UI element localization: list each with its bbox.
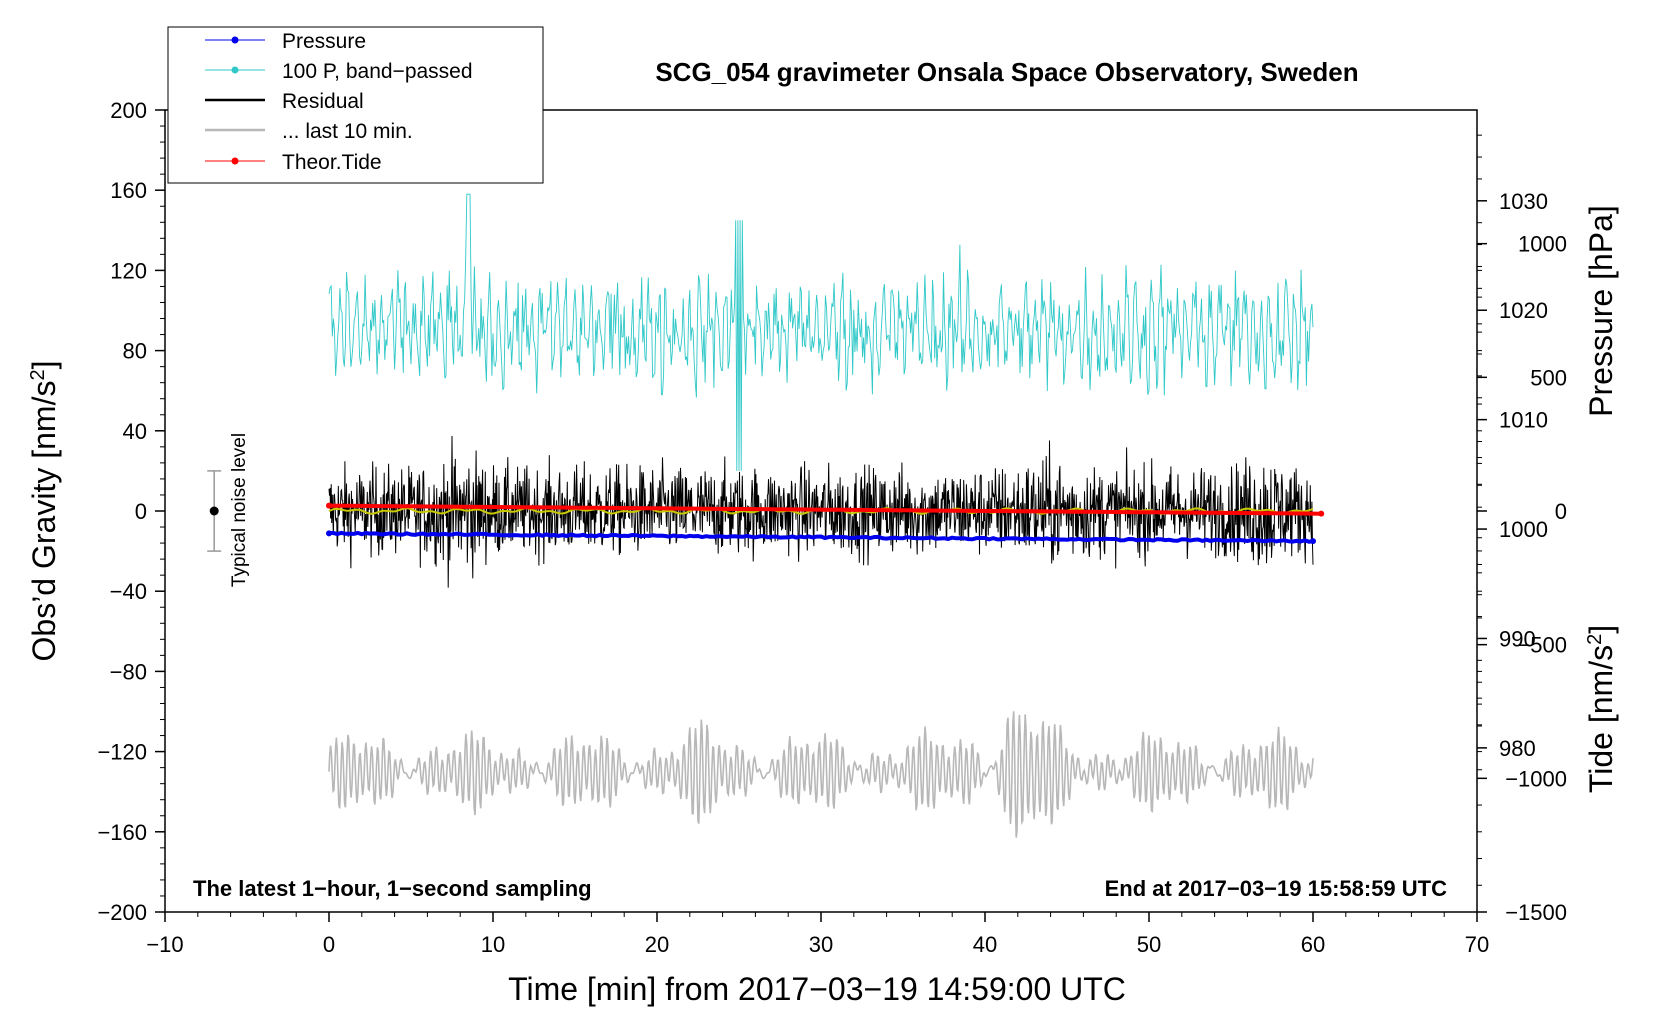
pressure-tick-label: 1010 bbox=[1499, 408, 1548, 433]
tide-axis-title: Tide [nm/s2] bbox=[1583, 625, 1619, 793]
x-tick-label: −10 bbox=[146, 932, 183, 957]
pressure-start-point bbox=[326, 530, 332, 537]
end-time-note: End at 2017−03−19 15:58:59 UTC bbox=[1105, 876, 1448, 901]
y-tick-label: −80 bbox=[110, 659, 147, 684]
legend-label-last-10-min: ... last 10 min. bbox=[282, 120, 413, 143]
legend-label-tide: Theor.Tide bbox=[282, 151, 382, 174]
tide-line bbox=[328, 503, 1322, 516]
series-residual bbox=[328, 435, 1314, 588]
chart-title: SCG_054 gravimeter Onsala Space Observat… bbox=[655, 57, 1358, 87]
tide-start-point bbox=[326, 502, 332, 509]
last-10-min-line bbox=[328, 711, 1314, 838]
x-tick-label: 40 bbox=[973, 932, 997, 957]
series-band-passed-pressure bbox=[328, 193, 1314, 471]
tide-tick-label: −1000 bbox=[1505, 766, 1567, 791]
pressure-end-point bbox=[1310, 538, 1316, 545]
y-tick-label: −200 bbox=[97, 900, 147, 925]
legend-marker-tide bbox=[231, 157, 239, 165]
pressure-tick-label: 1020 bbox=[1499, 298, 1548, 323]
noise-bar-center bbox=[209, 506, 219, 516]
series-theoretical-tide bbox=[326, 502, 1325, 517]
x-axis-ticks: −10 0 10 20 30 40 50 60 70 bbox=[146, 912, 1489, 957]
x-axis-title: Time [min] from 2017−03−19 14:59:00 UTC bbox=[508, 971, 1126, 1007]
tide-tick-label: 1000 bbox=[1518, 232, 1567, 257]
legend: Pressure 100 P, band−passed Residual ...… bbox=[167, 26, 544, 184]
pressure-axis-ticks: 980 990 1000 1010 1020 1030 bbox=[1477, 134, 1548, 771]
series-last-10-min bbox=[328, 711, 1314, 838]
sampling-note: The latest 1−hour, 1−second sampling bbox=[193, 876, 592, 901]
legend-label-residual: Residual bbox=[282, 90, 364, 113]
y-tick-label: −160 bbox=[97, 820, 147, 845]
y-axis-ticks: −200 −160 −120 −80 −40 0 40 80 120 160 200 bbox=[97, 98, 165, 925]
band-passed-pressure-line bbox=[328, 193, 1314, 471]
pressure-tick-label: 1000 bbox=[1499, 517, 1548, 542]
tide-end-point bbox=[1318, 510, 1325, 517]
y-tick-label: 160 bbox=[110, 178, 147, 203]
pressure-tick-label: 990 bbox=[1499, 626, 1536, 651]
y-tick-label: −40 bbox=[110, 579, 147, 604]
y-tick-label: 80 bbox=[123, 339, 147, 364]
tide-axis-ticks: −1500 −1000 −500 0 500 1000 bbox=[1477, 232, 1567, 925]
residual-line bbox=[328, 435, 1314, 588]
x-tick-label: 0 bbox=[323, 932, 335, 957]
x-tick-label: 20 bbox=[645, 932, 669, 957]
noise-level-label: Typical noise level bbox=[229, 433, 250, 587]
noise-level-bar bbox=[207, 470, 222, 552]
pressure-tick-label: 980 bbox=[1499, 736, 1536, 761]
series-pressure bbox=[326, 530, 1316, 545]
y-axis-title: Obs’d Gravity [nm/s2] bbox=[26, 361, 62, 662]
legend-marker-band-passed bbox=[231, 66, 239, 74]
pressure-tick-label: 1030 bbox=[1499, 189, 1548, 214]
y-tick-label: 200 bbox=[110, 98, 147, 123]
tide-tick-label: 500 bbox=[1530, 365, 1567, 390]
x-tick-label: 70 bbox=[1465, 932, 1489, 957]
y-tick-label: −120 bbox=[97, 740, 147, 765]
legend-label-pressure: Pressure bbox=[282, 30, 366, 53]
tide-tick-label: −500 bbox=[1517, 633, 1567, 658]
legend-marker-pressure bbox=[231, 36, 239, 44]
legend-box bbox=[167, 26, 544, 184]
y-tick-label: 40 bbox=[123, 419, 147, 444]
x-tick-label: 50 bbox=[1137, 932, 1161, 957]
tide-tick-label: −1500 bbox=[1505, 900, 1567, 925]
x-tick-label: 10 bbox=[481, 932, 505, 957]
x-tick-label: 60 bbox=[1301, 932, 1325, 957]
y-tick-label: 0 bbox=[135, 499, 147, 524]
legend-label-band-passed: 100 P, band−passed bbox=[282, 60, 473, 83]
tide-tick-label: 0 bbox=[1555, 499, 1567, 524]
pressure-axis-title: Pressure [hPa] bbox=[1583, 205, 1619, 417]
y-tick-label: 120 bbox=[110, 258, 147, 283]
pressure-line bbox=[328, 530, 1314, 544]
x-tick-label: 30 bbox=[809, 932, 833, 957]
